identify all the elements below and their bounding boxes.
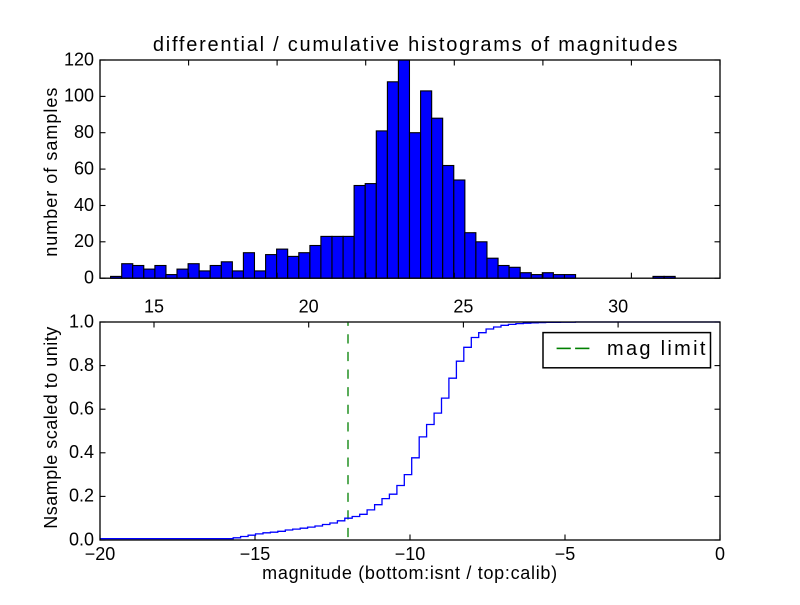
svg-text:60: 60: [74, 158, 94, 178]
svg-text:−15: −15: [240, 544, 271, 564]
svg-text:40: 40: [74, 195, 94, 215]
svg-text:30: 30: [608, 296, 628, 316]
svg-text:120: 120: [64, 49, 94, 69]
svg-text:mag limit: mag limit: [607, 338, 708, 360]
svg-text:number of samples: number of samples: [41, 87, 61, 257]
svg-text:magnitude (bottom:isnt / top:c: magnitude (bottom:isnt / top:calib): [262, 563, 558, 583]
svg-text:20: 20: [299, 296, 319, 316]
svg-text:−5: −5: [555, 544, 576, 564]
svg-text:0: 0: [84, 268, 94, 288]
svg-text:25: 25: [453, 296, 473, 316]
svg-text:−20: −20: [85, 544, 116, 564]
svg-text:80: 80: [74, 122, 94, 142]
svg-text:Nsample scaled to unity: Nsample scaled to unity: [41, 326, 61, 529]
svg-text:100: 100: [64, 86, 94, 106]
svg-text:15: 15: [144, 296, 164, 316]
svg-text:0.2: 0.2: [69, 486, 94, 506]
svg-text:0.0: 0.0: [69, 529, 94, 549]
svg-text:1.0: 1.0: [69, 311, 94, 331]
svg-text:0: 0: [715, 544, 725, 564]
svg-text:0.4: 0.4: [69, 442, 94, 462]
svg-text:0.6: 0.6: [69, 399, 94, 419]
svg-text:−10: −10: [395, 544, 426, 564]
svg-text:20: 20: [74, 231, 94, 251]
svg-text:0.8: 0.8: [69, 355, 94, 375]
svg-text:differential / cumulative hist: differential / cumulative histograms of …: [153, 34, 679, 56]
